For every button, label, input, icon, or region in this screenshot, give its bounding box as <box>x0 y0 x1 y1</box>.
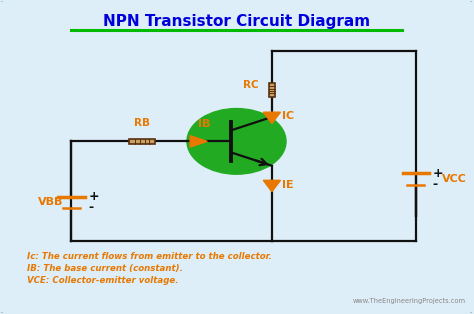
Text: VCE: Collector-emitter voltage.: VCE: Collector-emitter voltage. <box>27 276 178 285</box>
Text: -: - <box>433 178 438 191</box>
Polygon shape <box>190 136 207 147</box>
Text: IE: IE <box>282 180 294 190</box>
Text: NPN Transistor Circuit Diagram: NPN Transistor Circuit Diagram <box>103 14 370 29</box>
Text: +: + <box>89 190 99 203</box>
Text: RC: RC <box>243 80 258 90</box>
Text: IB: IB <box>198 120 210 129</box>
Polygon shape <box>263 180 281 192</box>
Text: VBB: VBB <box>37 197 63 207</box>
Text: IB: The base current (constant).: IB: The base current (constant). <box>27 264 182 273</box>
Text: www.TheEngineeringProjects.com: www.TheEngineeringProjects.com <box>352 298 465 305</box>
Text: -: - <box>89 202 93 214</box>
Polygon shape <box>263 112 281 123</box>
Bar <box>129 139 155 144</box>
Text: IC: IC <box>282 111 294 121</box>
Text: Ic: The current flows from emitter to the collector.: Ic: The current flows from emitter to th… <box>27 252 272 261</box>
Text: VCC: VCC <box>442 174 466 184</box>
Circle shape <box>187 109 286 174</box>
Text: +: + <box>433 167 443 180</box>
Text: RB: RB <box>134 118 150 128</box>
Bar <box>269 83 275 97</box>
